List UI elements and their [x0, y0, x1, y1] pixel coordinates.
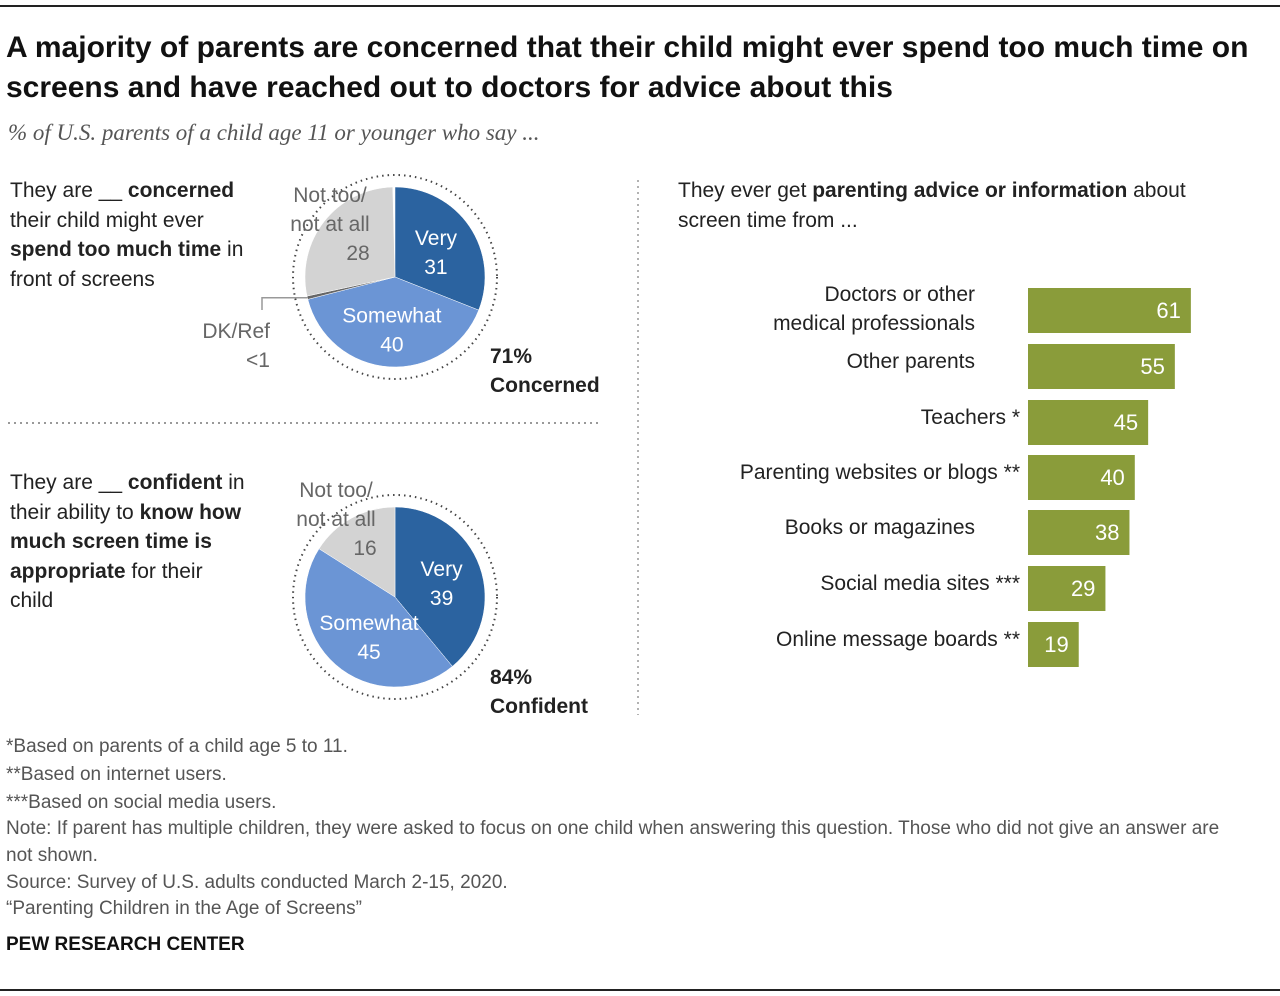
chart-title: A majority of parents are concerned that…: [6, 31, 1249, 104]
bar-1: [1028, 344, 1175, 389]
bar-value-5: 29: [1071, 576, 1095, 601]
pie1-label-somewhat: Somewhat: [342, 304, 441, 327]
bar-5: [1028, 566, 1106, 611]
q1-bold2: spend too much time: [10, 238, 222, 261]
pie2-label-very: Very: [421, 558, 464, 581]
bar-title-text: They ever get: [678, 179, 813, 202]
q2-text: They are __: [10, 471, 128, 494]
bar-label-0: Doctors or other medical professionals: [773, 283, 975, 335]
pie1-total-label: Concerned: [490, 374, 600, 397]
note: Note: If parent has multiple children, t…: [6, 818, 1220, 866]
pie1-value-dk: <1: [246, 349, 270, 372]
pie2-value-very: 39: [430, 587, 453, 610]
pie1-label-not: Not too/: [293, 184, 367, 207]
footnote-2: **Based on internet users.: [6, 764, 227, 785]
q2-text2: in their ability to: [10, 471, 245, 524]
footnote-3: ***Based on social media users.: [6, 792, 277, 813]
pie2-outline: [292, 494, 498, 700]
bar-value-2: 45: [1114, 410, 1138, 435]
bar-3: [1028, 455, 1135, 500]
pie1-label-dk: DK/Ref: [202, 320, 270, 343]
bar-0: [1028, 288, 1191, 333]
q2-bold2: know how much screen time is appropriate: [10, 500, 242, 583]
bar-value-0: 61: [1156, 298, 1180, 323]
footnote-1: *Based on parents of a child age 5 to 11…: [6, 736, 348, 757]
pie2-total-pct: 84%: [490, 666, 533, 689]
pie1-value-not: 28: [346, 242, 369, 265]
pie1-value-very: 31: [424, 256, 447, 279]
dk-leader-line: [261, 296, 308, 310]
pie1-slice-somewhat: [307, 276, 480, 368]
bar-title-text2: about screen time from ...: [678, 179, 1186, 232]
pie2-value-somewhat: 45: [357, 641, 380, 664]
q1-text: They are __: [10, 179, 128, 202]
q1-text3: in front of screens: [10, 238, 244, 291]
bar-label-5: Social media sites ***: [820, 572, 1020, 595]
pie2-question: They are __ confident in their ability t…: [10, 468, 245, 616]
bottom-rule: [0, 989, 1280, 991]
chart-subtitle: % of U.S. parents of a child age 11 or y…: [8, 120, 540, 145]
bar-label-1: Other parents: [846, 350, 975, 373]
source: Source: Survey of U.S. adults conducted …: [6, 872, 508, 893]
bar-label-2: Teachers *: [920, 406, 1020, 429]
q1-text2: their child might ever: [10, 208, 204, 232]
bar-value-4: 38: [1095, 520, 1119, 545]
top-rule: [0, 5, 1280, 7]
pie2-value-not: 16: [353, 537, 376, 560]
q2-bold: confident: [127, 471, 223, 494]
bar-value-1: 55: [1140, 354, 1164, 379]
bar-value-6: 19: [1044, 632, 1068, 657]
bar-title-bold: parenting advice or information: [812, 179, 1128, 202]
pie2-slice-not: [318, 506, 396, 598]
pie1-total-pct: 71%: [490, 345, 533, 368]
pie2-total: 84% Confident: [490, 663, 588, 721]
pie2-slice-somewhat: [304, 548, 453, 688]
pie1-total: 71% Concerned: [490, 342, 600, 400]
pie1-outline: [292, 174, 498, 380]
pie2-label-not2: not at all: [296, 508, 375, 531]
pie1-slice-not: [304, 186, 396, 297]
pie2-slice-very: [394, 506, 486, 667]
bar-2: [1028, 400, 1149, 445]
q2-text3: for their child: [10, 559, 203, 613]
q1-bold: concerned: [127, 179, 235, 202]
pie2-total-label: Confident: [490, 695, 588, 718]
pie2-label-somewhat: Somewhat: [319, 612, 418, 635]
bar-6: [1028, 622, 1079, 667]
bar-4: [1028, 510, 1130, 555]
bar-label-6: Online message boards **: [776, 628, 1020, 651]
bar-label-3: Parenting websites or blogs **: [739, 461, 1020, 484]
pie1-value-somewhat: 40: [380, 333, 403, 356]
bar-value-3: 40: [1100, 465, 1124, 490]
pie1-slice-very: [394, 186, 486, 311]
pie2-label-not: Not too/: [299, 479, 373, 502]
pie1-question: They are __ concerned their child might …: [10, 176, 250, 294]
brand-logo: PEW RESEARCH CENTER: [6, 934, 245, 955]
pie1-label-not2: not at all: [290, 213, 369, 236]
bar-label-4: Books or magazines: [784, 516, 975, 539]
report-title: “Parenting Children in the Age of Screen…: [6, 898, 362, 919]
bar-title: They ever get parenting advice or inform…: [678, 176, 1238, 235]
pie1-label-very: Very: [415, 227, 458, 250]
